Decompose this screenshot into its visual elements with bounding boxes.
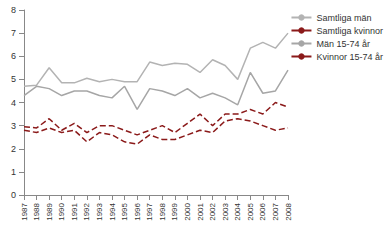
svg-text:2007: 2007 bbox=[271, 202, 280, 220]
svg-text:1: 1 bbox=[11, 167, 16, 177]
svg-text:1990: 1990 bbox=[57, 202, 66, 220]
svg-text:8: 8 bbox=[11, 5, 16, 15]
svg-text:3: 3 bbox=[11, 121, 16, 131]
svg-text:Samtliga kvinnor: Samtliga kvinnor bbox=[316, 26, 383, 36]
svg-text:1996: 1996 bbox=[133, 202, 142, 220]
svg-text:2002: 2002 bbox=[208, 202, 217, 220]
svg-text:2003: 2003 bbox=[221, 202, 230, 220]
svg-text:1988: 1988 bbox=[32, 202, 41, 220]
svg-text:2000: 2000 bbox=[183, 202, 192, 220]
svg-text:4: 4 bbox=[11, 98, 16, 108]
svg-text:6: 6 bbox=[11, 51, 16, 61]
svg-text:Män 15-74 år: Män 15-74 år bbox=[316, 39, 370, 49]
svg-text:2006: 2006 bbox=[258, 202, 267, 220]
svg-text:1991: 1991 bbox=[70, 202, 79, 220]
svg-text:0: 0 bbox=[11, 190, 16, 200]
svg-text:1993: 1993 bbox=[95, 202, 104, 220]
svg-text:1998: 1998 bbox=[158, 202, 167, 220]
svg-text:2: 2 bbox=[11, 144, 16, 154]
svg-text:1989: 1989 bbox=[45, 202, 54, 220]
svg-text:5: 5 bbox=[11, 74, 16, 84]
svg-text:Samtliga män: Samtliga män bbox=[316, 13, 371, 23]
svg-text:1997: 1997 bbox=[145, 202, 154, 220]
svg-text:7: 7 bbox=[11, 28, 16, 38]
svg-text:1987: 1987 bbox=[20, 202, 29, 220]
svg-text:2008: 2008 bbox=[284, 202, 293, 220]
svg-text:1999: 1999 bbox=[170, 202, 179, 220]
svg-text:1994: 1994 bbox=[108, 202, 117, 220]
svg-text:2001: 2001 bbox=[196, 202, 205, 220]
svg-text:2004: 2004 bbox=[233, 202, 242, 220]
svg-text:Kvinnor 15-74 år: Kvinnor 15-74 år bbox=[316, 52, 383, 62]
svg-text:1992: 1992 bbox=[82, 202, 91, 220]
svg-text:1995: 1995 bbox=[120, 202, 129, 220]
svg-text:2005: 2005 bbox=[246, 202, 255, 220]
